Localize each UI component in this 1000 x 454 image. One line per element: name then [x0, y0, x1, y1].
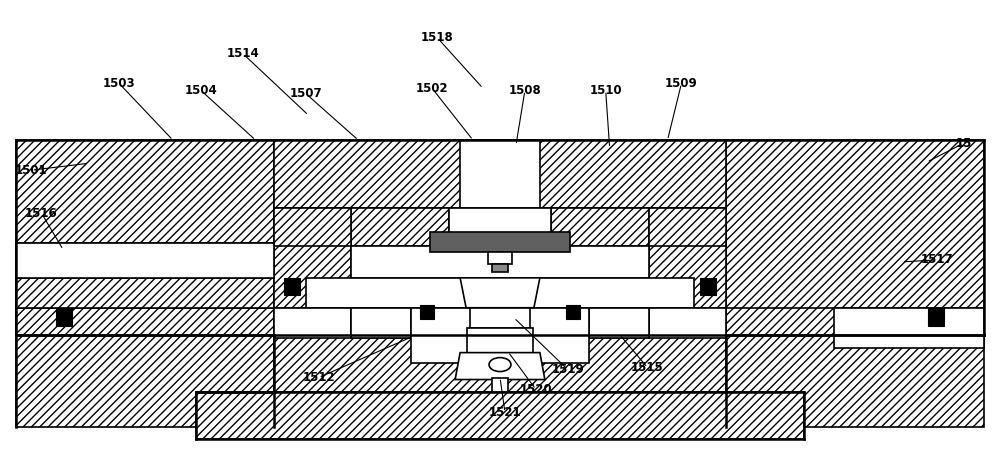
Bar — [460, 140, 540, 208]
Bar — [470, 308, 530, 328]
Polygon shape — [455, 353, 545, 380]
Text: 1520: 1520 — [520, 383, 552, 396]
Bar — [488, 252, 512, 264]
Text: 1504: 1504 — [185, 84, 217, 97]
Text: 1507: 1507 — [289, 87, 322, 100]
Text: 1517: 1517 — [920, 253, 953, 266]
Bar — [492, 378, 508, 393]
Bar — [649, 208, 726, 246]
Bar — [492, 264, 508, 272]
Bar — [551, 278, 649, 308]
Text: 1509: 1509 — [665, 77, 698, 90]
Bar — [196, 393, 804, 439]
Text: 1518: 1518 — [421, 31, 454, 44]
Bar — [566, 305, 580, 319]
Text: 1515: 1515 — [631, 361, 664, 374]
Text: 1514: 1514 — [226, 47, 259, 60]
Bar — [274, 308, 351, 338]
Bar — [449, 208, 551, 246]
Bar — [306, 278, 694, 308]
Text: 1503: 1503 — [103, 77, 135, 90]
Bar — [726, 140, 984, 335]
Bar — [274, 308, 726, 393]
Bar — [700, 278, 716, 295]
Bar — [284, 278, 300, 295]
Bar — [649, 308, 726, 338]
Text: 1502: 1502 — [416, 82, 449, 95]
Bar — [649, 208, 726, 308]
Bar — [351, 246, 649, 278]
Text: 1516: 1516 — [25, 207, 58, 220]
Bar — [467, 328, 533, 353]
Ellipse shape — [489, 358, 511, 371]
Bar — [430, 232, 570, 252]
Bar — [16, 278, 274, 308]
Bar — [16, 140, 274, 335]
Text: 1512: 1512 — [302, 371, 335, 384]
Polygon shape — [460, 278, 540, 308]
Bar — [16, 243, 274, 278]
Bar — [351, 308, 649, 338]
Bar — [274, 208, 351, 246]
Bar — [274, 208, 351, 308]
Text: 1510: 1510 — [589, 84, 622, 97]
Bar — [351, 308, 411, 338]
Bar — [589, 308, 649, 338]
Bar — [411, 308, 589, 363]
Bar — [16, 243, 274, 278]
Bar — [274, 140, 726, 208]
Text: 1501: 1501 — [15, 164, 48, 177]
Text: 1508: 1508 — [509, 84, 541, 97]
Bar — [56, 308, 72, 326]
Bar — [726, 308, 984, 427]
Text: 1519: 1519 — [551, 363, 584, 376]
Bar — [420, 305, 434, 319]
Text: 15: 15 — [955, 137, 972, 150]
Bar — [351, 278, 449, 308]
Bar — [351, 208, 449, 246]
Bar — [16, 308, 274, 427]
Bar — [834, 308, 984, 348]
Bar — [928, 308, 944, 326]
Bar — [551, 208, 649, 246]
Text: 1521: 1521 — [489, 406, 521, 419]
